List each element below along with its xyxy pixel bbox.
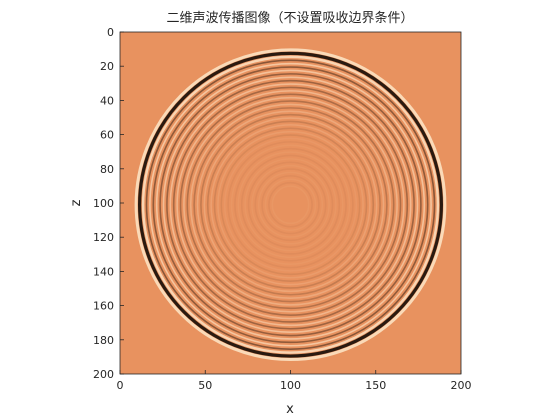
wavefront-ring <box>189 103 392 306</box>
y-axis-ticks: 0 20 40 60 80 100 120 140 160 180 200 <box>93 26 124 381</box>
wavefront-ring <box>186 100 395 310</box>
wavefront-ring <box>183 96 398 313</box>
wavefront-ring <box>230 144 351 265</box>
wavefront-ring <box>261 175 320 235</box>
y-tick-label: 160 <box>93 300 114 313</box>
wavefront-ring <box>172 86 409 323</box>
wavefront-ring <box>200 113 381 296</box>
wavefront-ring <box>210 124 371 286</box>
field-background <box>120 32 461 374</box>
wavefront-ring <box>155 69 426 340</box>
wavefront-ring <box>217 130 364 279</box>
wavefront-ring <box>227 141 354 269</box>
wavefront-ring <box>203 117 378 293</box>
wavefront-ring <box>141 55 440 354</box>
wavefront-ring <box>213 127 368 282</box>
wavefront-ring <box>145 59 436 350</box>
wavefront-ring <box>162 76 419 333</box>
wavefront-ring <box>251 164 330 245</box>
x-tick-label: 0 <box>117 379 124 392</box>
wavefront-ring <box>234 147 347 262</box>
wavefront-ring <box>179 93 402 316</box>
wavefront-ring <box>149 62 432 347</box>
x-tick-label: 200 <box>451 379 472 392</box>
wavefront-ring <box>271 185 310 225</box>
wavefront-ring <box>237 151 344 259</box>
wavefront-ring <box>176 90 405 320</box>
wavefront-ring <box>268 181 313 228</box>
y-tick-label: 80 <box>100 163 114 176</box>
y-tick-label: 40 <box>100 94 114 107</box>
wavefront-ring <box>166 79 415 330</box>
wavefront-ring <box>169 83 412 327</box>
wavefront-ring <box>244 158 337 252</box>
wavefront-rings <box>134 48 447 362</box>
y-tick-label: 200 <box>93 368 114 381</box>
y-tick-label: 100 <box>93 197 114 210</box>
wavefront-main <box>138 51 443 358</box>
wavefront-ring <box>223 137 358 272</box>
wavefront-ring <box>220 134 361 276</box>
wavefront-ring <box>196 110 385 299</box>
x-axis-ticks: 0 50 100 150 200 <box>117 370 472 392</box>
plot-area <box>119 31 462 375</box>
y-tick-label: 180 <box>93 334 114 347</box>
chart-title: 二维声波传播图像（不设置吸收边界条件） <box>166 10 413 26</box>
x-tick-label: 50 <box>198 379 212 392</box>
y-tick-label: 140 <box>93 265 114 278</box>
y-tick-label: 60 <box>100 129 114 142</box>
wavefront-ring <box>240 154 341 255</box>
wavefront-ring <box>257 171 324 238</box>
y-tick-label: 120 <box>93 231 114 244</box>
wavefront-ring <box>264 178 317 231</box>
wavefront-halo <box>134 48 447 362</box>
x-axis-label: x <box>286 402 294 417</box>
wavefront-ring <box>159 73 422 337</box>
wavefront-ring <box>206 120 375 289</box>
wavefront-ring <box>152 66 429 344</box>
y-tick-label: 20 <box>100 60 114 73</box>
x-tick-label: 150 <box>365 379 386 392</box>
wavefront-ring <box>254 168 327 242</box>
x-tick-label: 100 <box>280 379 301 392</box>
y-axis-label: z <box>69 199 84 206</box>
y-tick-label: 0 <box>107 26 114 39</box>
wavefront-ring <box>193 107 388 303</box>
wavefront-ring <box>247 161 334 248</box>
